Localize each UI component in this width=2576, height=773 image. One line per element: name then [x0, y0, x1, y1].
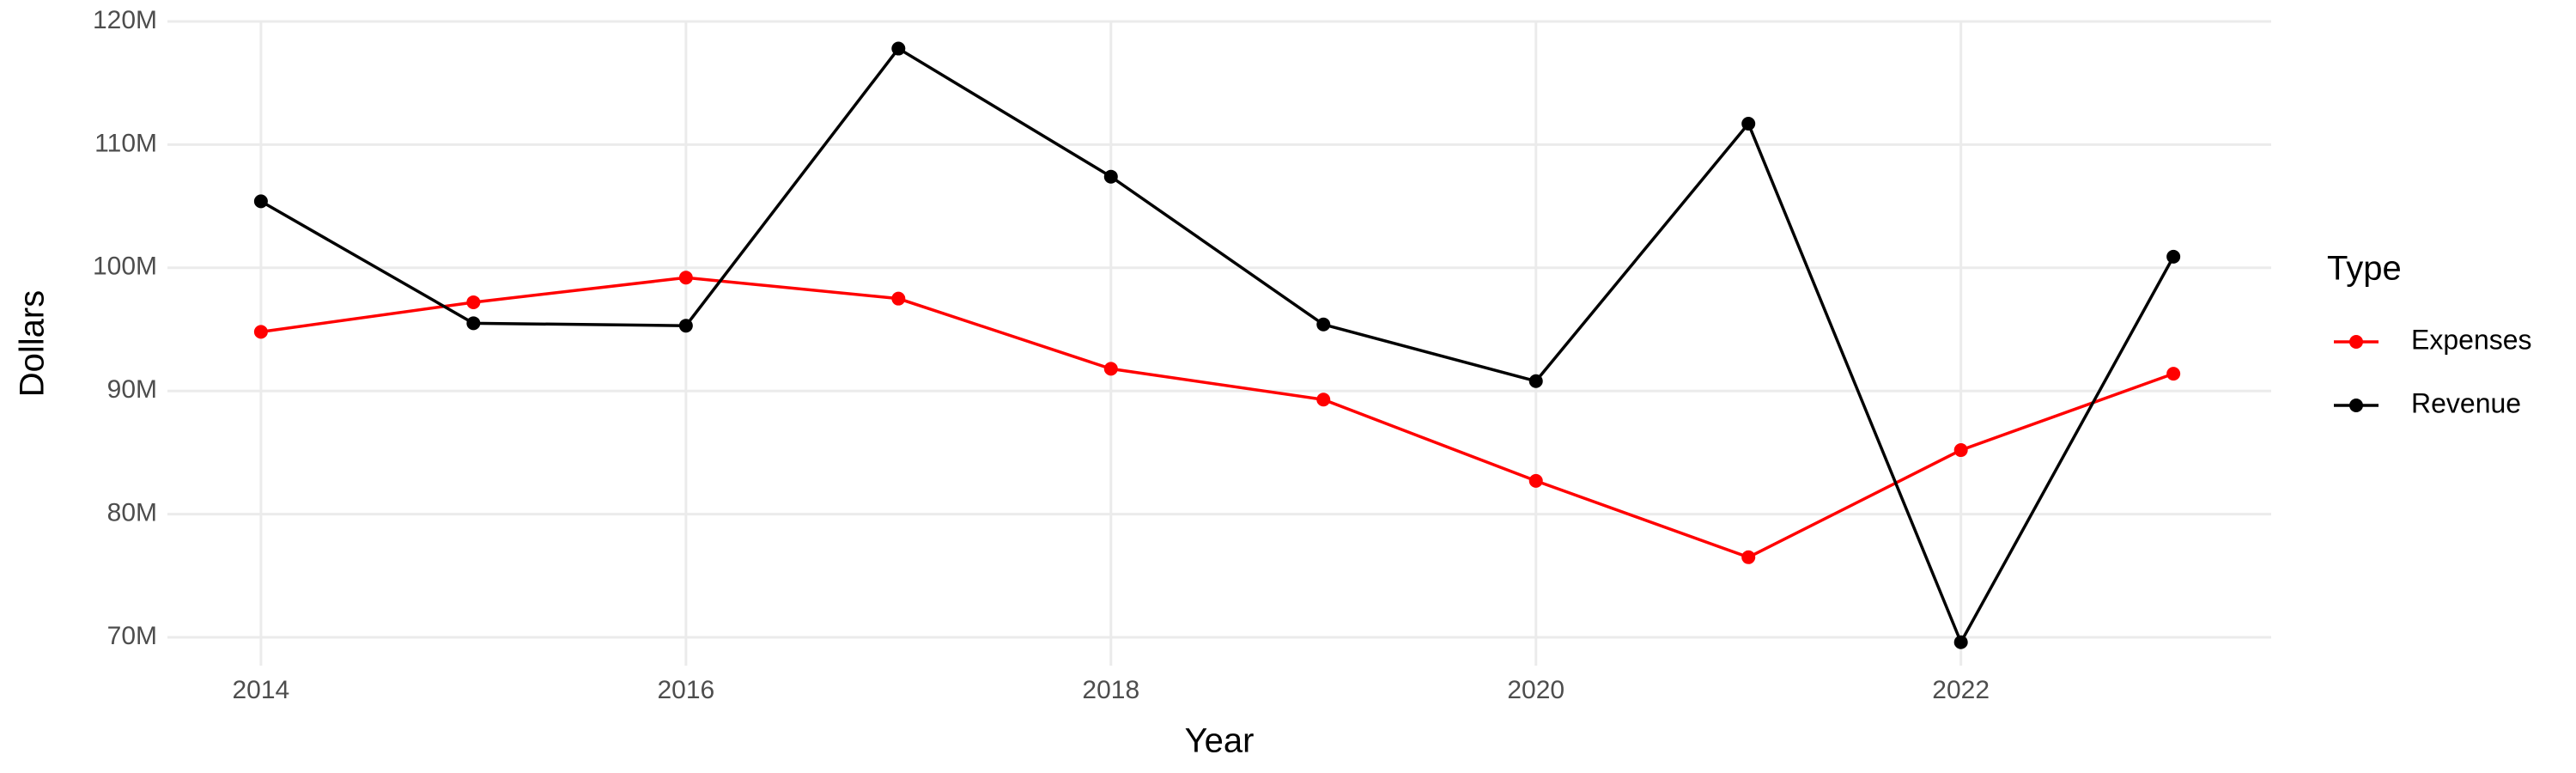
- y-tick-label: 80M: [107, 499, 157, 527]
- legend-key-point: [2349, 335, 2363, 349]
- x-tick-label: 2014: [233, 676, 290, 704]
- data-point: [891, 41, 906, 56]
- y-axis-title: Dollars: [14, 290, 52, 397]
- data-point: [1316, 393, 1331, 407]
- data-point: [253, 325, 268, 339]
- data-point: [1316, 317, 1331, 332]
- legend-label: Revenue: [2411, 387, 2521, 418]
- data-point: [1103, 169, 1118, 184]
- data-point: [1528, 374, 1543, 388]
- y-tick-label: 90M: [107, 375, 157, 404]
- y-tick-label: 100M: [93, 253, 157, 281]
- x-tick-label: 2016: [657, 676, 714, 704]
- data-point: [1953, 635, 1968, 649]
- data-point: [253, 194, 268, 209]
- data-point: [2166, 367, 2181, 381]
- y-tick-label: 120M: [93, 6, 157, 34]
- data-point: [891, 291, 906, 306]
- legend-label: Expenses: [2411, 324, 2532, 355]
- data-point: [1528, 473, 1543, 488]
- legend-title: Type: [2327, 250, 2402, 288]
- x-tick-label: 2022: [1932, 676, 1990, 704]
- x-tick-label: 2020: [1507, 676, 1564, 704]
- data-point: [678, 271, 693, 285]
- x-axis-title: Year: [1185, 722, 1255, 760]
- data-point: [678, 319, 693, 333]
- series-line: [260, 46, 2175, 646]
- data-point: [1103, 362, 1118, 376]
- series-line: [260, 276, 2174, 559]
- legend-key-point: [2349, 399, 2363, 412]
- x-tick-label: 2018: [1082, 676, 1139, 704]
- data-point: [466, 316, 481, 331]
- data-point: [1953, 443, 1968, 458]
- data-point: [2166, 249, 2181, 264]
- data-point: [1741, 117, 1756, 131]
- data-point: [466, 295, 481, 309]
- y-tick-label: 70M: [107, 622, 157, 650]
- y-tick-label: 110M: [94, 129, 157, 157]
- data-point: [1741, 550, 1756, 564]
